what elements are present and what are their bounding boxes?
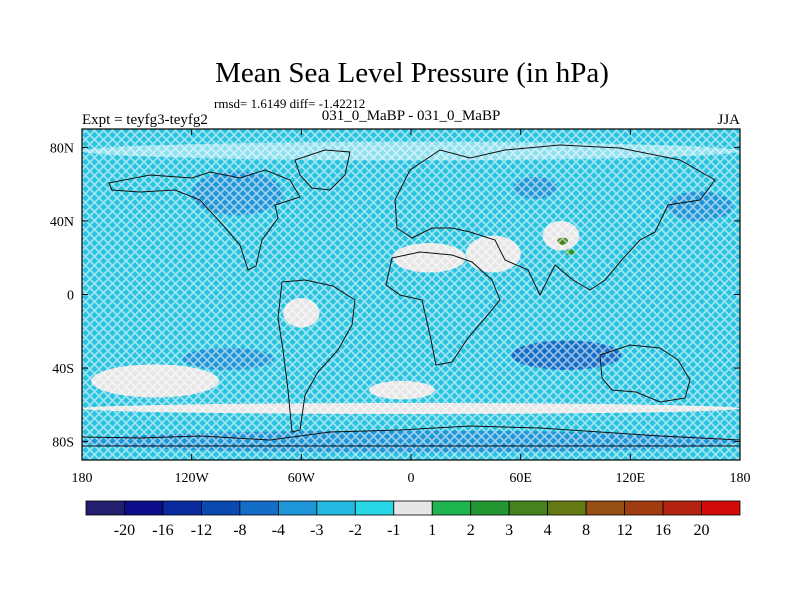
stats-label: rmsd= 1.6149 diff= -1.42212 — [214, 96, 365, 111]
outline-africa — [385, 251, 501, 366]
colorbar-label: 1 — [428, 522, 436, 539]
colorbar-swatch — [85, 500, 125, 516]
colorbar-label: -2 — [349, 522, 362, 539]
colorbar-label: 3 — [505, 522, 513, 539]
colorbar-swatch — [701, 500, 741, 516]
x-tick-label: 0 — [408, 471, 415, 486]
colorbar-label: 12 — [617, 522, 633, 539]
colorbar-swatch — [162, 500, 202, 516]
x-tick-label: 120W — [175, 471, 210, 486]
outline-north-america — [108, 169, 301, 271]
outline-eurasia — [394, 144, 716, 297]
x-axis: 180 120W 60W 0 60E 120E 180 — [72, 129, 751, 486]
experiment-label: Expt = teyfg3-teyfg2 — [82, 112, 208, 128]
y-tick-label: 80S — [52, 436, 74, 451]
y-tick-label: 40S — [52, 362, 74, 377]
colorbar-label: 16 — [655, 522, 671, 539]
colorbar-swatch — [662, 500, 702, 516]
colorbar-swatch — [316, 500, 356, 516]
colorbar-label: 4 — [544, 522, 552, 539]
colorbar-label: -4 — [272, 522, 285, 539]
colorbar-swatch — [624, 500, 664, 516]
x-tick-label: 180 — [72, 471, 93, 486]
colorbar-swatch — [239, 500, 279, 516]
colorbar-swatch — [585, 500, 625, 516]
x-tick-label: 60E — [509, 471, 532, 486]
colorbar-swatch — [124, 500, 164, 516]
continent-outlines — [82, 144, 740, 447]
x-tick-label: 60W — [288, 471, 316, 486]
colorbar-label: -16 — [152, 522, 173, 539]
colorbar-swatch — [277, 500, 318, 516]
outline-south-america — [277, 279, 356, 433]
colorbar-swatch — [508, 500, 549, 516]
colorbar-label: 20 — [694, 522, 710, 539]
colorbar: -20 -16 -12 -8 -4 -3 -2 -1 1 2 3 4 8 12 16 20 — [85, 500, 741, 539]
colorbar-label: -12 — [191, 522, 212, 539]
y-tick-label: 40N — [50, 215, 74, 230]
y-tick-label: 80N — [50, 141, 74, 156]
x-tick-label: 120E — [616, 471, 646, 486]
colorbar-label: 2 — [467, 522, 475, 539]
colorbar-swatch — [547, 500, 587, 516]
y-tick-label: 0 — [67, 289, 74, 304]
chart-title: Mean Sea Level Pressure (in hPa) — [215, 57, 609, 89]
colorbar-swatch — [470, 500, 510, 516]
outline-greenland — [294, 149, 351, 191]
x-tick-label: 180 — [730, 471, 751, 486]
colorbar-label: -20 — [114, 522, 135, 539]
outline-australia — [599, 344, 691, 403]
colorbar-swatch — [393, 500, 433, 516]
plot-area — [82, 129, 740, 460]
season-label: JJA — [717, 112, 740, 128]
outline-antarctica — [82, 425, 740, 447]
colorbar-swatch — [431, 500, 472, 516]
colorbar-label: -8 — [233, 522, 246, 539]
period-label: 031_0_MaBP - 031_0_MaBP — [322, 108, 501, 124]
colorbar-label: -1 — [387, 522, 400, 539]
colorbar-swatch — [354, 500, 395, 516]
colorbar-label: 8 — [582, 522, 590, 539]
y-axis: 80N 40N 0 40S 80S — [50, 141, 740, 451]
colorbar-label: -3 — [310, 522, 323, 539]
significance-hatching — [82, 129, 740, 460]
colorbar-swatch — [201, 500, 241, 516]
